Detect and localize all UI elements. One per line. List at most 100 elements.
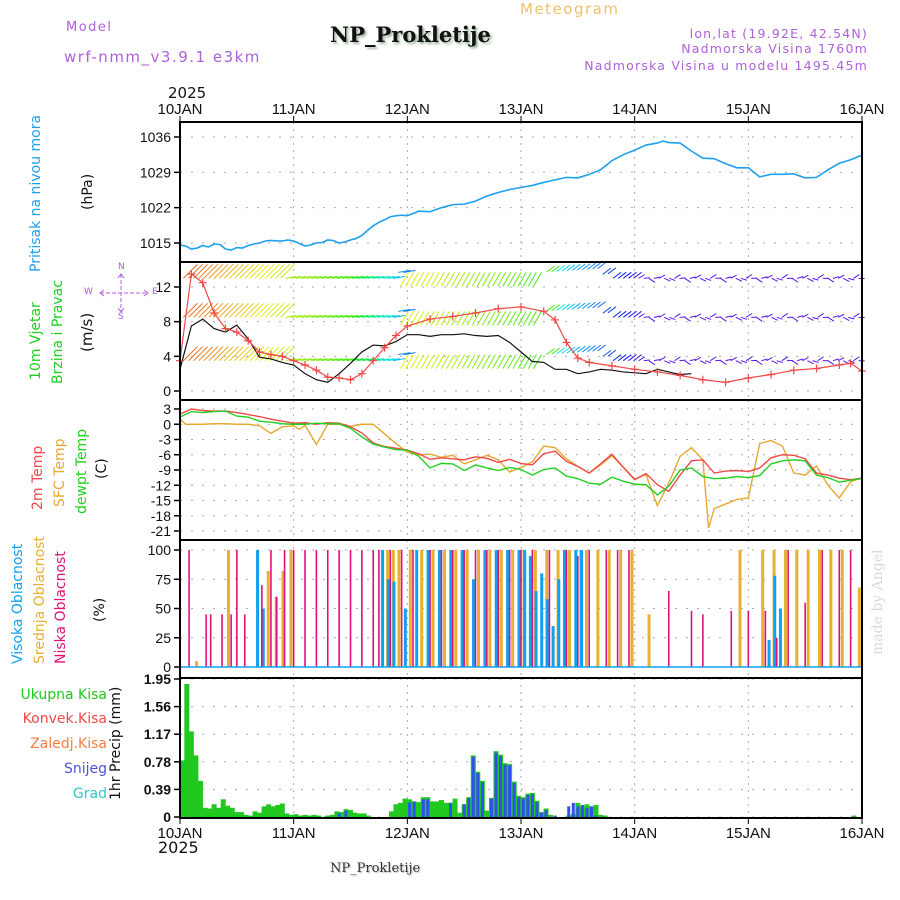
wind-arrow bbox=[674, 274, 681, 279]
wind-arrow bbox=[617, 354, 627, 362]
wind-arrow bbox=[576, 345, 586, 353]
wind-arrow bbox=[612, 271, 622, 279]
wind-arrow bbox=[653, 276, 661, 279]
precip-total-bar bbox=[225, 805, 231, 817]
wind-arrow bbox=[203, 302, 219, 318]
wind-gust-marker bbox=[266, 350, 275, 359]
precip-total-bar bbox=[352, 812, 358, 817]
wind-arrow bbox=[435, 272, 445, 287]
wind-arrow bbox=[377, 358, 390, 362]
precip-total-bar bbox=[179, 760, 185, 817]
y-tick-label: 75 bbox=[155, 571, 171, 587]
compass-arrows-icon bbox=[99, 273, 149, 313]
precip-conv-label: Konvek.Kisa bbox=[22, 711, 107, 727]
wind-gust-marker bbox=[198, 278, 207, 287]
wind-arrow bbox=[306, 358, 317, 362]
chart-subtitle: Meteogram bbox=[520, 0, 620, 18]
wind-arrow bbox=[633, 271, 642, 279]
wind-gust-marker bbox=[744, 374, 753, 382]
wind-arrow bbox=[405, 354, 415, 369]
wind-arrow bbox=[612, 354, 622, 362]
wind-arrow bbox=[239, 263, 255, 279]
temp-2m-line bbox=[179, 408, 863, 493]
wind-arrow bbox=[362, 314, 374, 318]
wind-arrow bbox=[761, 276, 768, 279]
wind-arrow bbox=[658, 356, 666, 362]
wind-arrow bbox=[735, 360, 743, 365]
wind-arrow bbox=[316, 358, 328, 362]
wind-arrow bbox=[704, 316, 712, 320]
wind-gust-marker bbox=[835, 361, 844, 369]
precip-snow-bar bbox=[508, 765, 512, 817]
wind-arrow bbox=[471, 311, 481, 326]
precip-total-bar bbox=[307, 815, 313, 817]
wind-arrow bbox=[254, 346, 270, 362]
wind-gust-marker bbox=[301, 361, 310, 369]
precip-snow-bar bbox=[489, 798, 493, 817]
wind-arrow bbox=[382, 358, 395, 362]
wind-gust-marker bbox=[312, 366, 321, 375]
x-tick-label-top: 10JAN bbox=[157, 101, 202, 118]
y-tick-label: 50 bbox=[155, 601, 171, 617]
wind-arrow bbox=[756, 316, 763, 322]
wind-arrow bbox=[471, 354, 481, 369]
wind-arrow bbox=[725, 358, 732, 362]
precip-total-bar bbox=[266, 804, 272, 817]
wind-arrow bbox=[321, 275, 333, 279]
y-tick-label: -21 bbox=[151, 523, 171, 539]
precip-total-bar bbox=[297, 815, 303, 817]
wind-arrow bbox=[776, 316, 783, 320]
wind-arrow bbox=[622, 310, 632, 318]
wind-arrow bbox=[602, 267, 612, 275]
wind-arrow bbox=[674, 356, 681, 362]
precip-snow-bar bbox=[471, 756, 475, 817]
wind-arrow bbox=[638, 356, 645, 362]
wind-arrow bbox=[612, 310, 622, 318]
wind-arrow bbox=[372, 275, 385, 279]
page-title: NP_Prokletije bbox=[330, 22, 491, 47]
precip-total-bar bbox=[270, 806, 276, 817]
wind-arrow bbox=[684, 316, 691, 322]
model-version: wrf-nmm_v3.9.1 e3km bbox=[64, 48, 261, 66]
wind-arrow bbox=[300, 358, 312, 362]
x-tick-label-top: 13JAN bbox=[498, 101, 543, 118]
wind-arrow bbox=[326, 275, 338, 279]
precip-snow-bar bbox=[544, 809, 548, 817]
wind-arrow bbox=[628, 354, 637, 362]
precip-total-bar bbox=[443, 802, 449, 817]
wind-arrow bbox=[669, 277, 676, 282]
wind-arrow bbox=[571, 263, 581, 271]
precip-total-bar bbox=[393, 804, 399, 817]
wind-arrow bbox=[781, 313, 789, 318]
precip-snow-bar bbox=[462, 804, 466, 817]
wind-arrow bbox=[229, 302, 244, 318]
wind-arrow bbox=[218, 302, 234, 318]
wind-gust-marker bbox=[551, 315, 560, 324]
wind-arrow bbox=[198, 263, 214, 279]
wind-arrow bbox=[546, 348, 555, 355]
wind-arrow bbox=[522, 354, 532, 369]
wind-arrow bbox=[295, 314, 307, 318]
wind-arrow bbox=[761, 315, 768, 318]
wind-arrow bbox=[476, 311, 486, 326]
wind-arrow bbox=[551, 265, 560, 273]
wind-arrow bbox=[576, 302, 586, 310]
wind-arrow bbox=[653, 359, 661, 362]
wind-frame bbox=[179, 261, 863, 401]
wind-arrow bbox=[628, 310, 637, 318]
precip-snow-bar bbox=[408, 802, 412, 817]
wind-arrow bbox=[435, 354, 445, 369]
wind-arrow bbox=[546, 265, 555, 273]
wind-arrow bbox=[208, 346, 224, 362]
wind-arrow bbox=[664, 277, 671, 282]
precip-snow-bar bbox=[576, 806, 580, 817]
wind-arrow bbox=[188, 346, 203, 362]
wind-arrow bbox=[507, 311, 517, 326]
wind-arrow bbox=[740, 316, 748, 320]
wind-gust-marker bbox=[232, 328, 241, 337]
wind-arrow bbox=[597, 344, 607, 352]
wind-arrow bbox=[466, 272, 476, 287]
wind-arrow bbox=[622, 271, 632, 279]
precip-snow-bar bbox=[580, 804, 584, 817]
wind-arrow bbox=[709, 356, 717, 362]
